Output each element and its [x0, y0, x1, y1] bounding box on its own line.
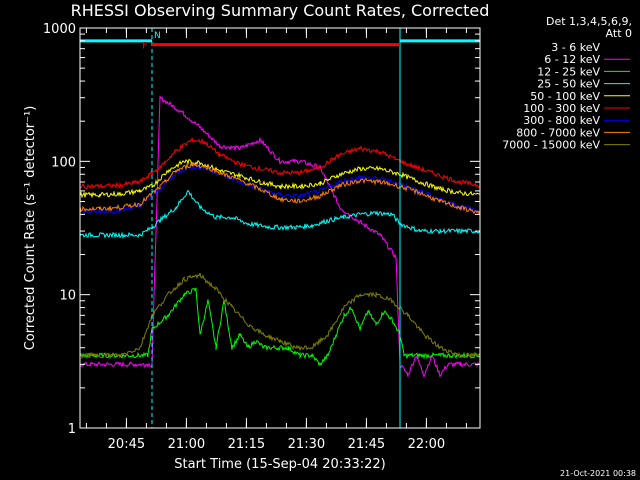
legend-entry-2: 12 - 25 keV	[537, 65, 600, 78]
x-tick-label: 21:45	[348, 437, 385, 452]
legend-header-line-2: Att 0	[606, 27, 632, 40]
chart-title: RHESSI Observing Summary Count Rates, Co…	[71, 1, 490, 20]
series-line-8	[79, 272, 481, 360]
y-ticks: 1 10 100 1000	[43, 22, 480, 437]
y-tick-label: 10	[59, 289, 76, 304]
legend-entry-7: 800 - 7000 keV	[516, 126, 600, 139]
series-line-7	[79, 161, 481, 215]
flag-letter-n: N	[154, 31, 161, 41]
legend-entry-4: 50 - 100 keV	[530, 90, 600, 103]
series-line-5	[79, 137, 481, 190]
x-tick-label: 20:45	[108, 437, 145, 452]
y-axis-label: Corrected Count Rate (s⁻¹ detector⁻¹)	[23, 106, 38, 351]
x-tick-label: 21:15	[228, 437, 265, 452]
legend-entry-3: 25 - 50 keV	[537, 78, 600, 91]
legend-entry-5: 100 - 300 keV	[523, 102, 600, 115]
y-tick-label: 1	[68, 422, 76, 437]
x-axis-label: Start Time (15-Sep-04 20:33:22)	[174, 457, 385, 472]
legend-entry-0: 3 - 6 keV	[551, 41, 600, 54]
legend-entry-8: 7000 - 15000 keV	[502, 139, 600, 152]
series-line-4	[79, 158, 481, 199]
x-tick-label: 21:30	[288, 437, 325, 452]
legend-header-line-1: Det 1,3,4,5,6,9,	[546, 15, 632, 28]
legend-entry-1: 6 - 12 keV	[544, 53, 600, 66]
series-line-1	[79, 96, 481, 379]
plot-frame	[79, 27, 481, 429]
series-line-2	[79, 287, 481, 367]
series-line-3	[79, 189, 481, 240]
x-tick-label: 21:00	[168, 437, 205, 452]
series-line-6	[79, 163, 481, 216]
x-ticks: 20:45 21:00 21:15 21:30 21:45 22:00	[85, 28, 467, 452]
flag-letter-f: F	[142, 42, 147, 52]
series-layer	[79, 96, 481, 379]
series-line-0	[151, 97, 397, 213]
y-tick-label: 1000	[43, 22, 76, 37]
y-tick-label: 100	[51, 155, 76, 170]
legend-entry-6: 300 - 800 keV	[523, 114, 600, 127]
timestamp-label: 21-Oct-2021 00:38	[560, 469, 636, 478]
x-tick-label: 22:00	[408, 437, 445, 452]
